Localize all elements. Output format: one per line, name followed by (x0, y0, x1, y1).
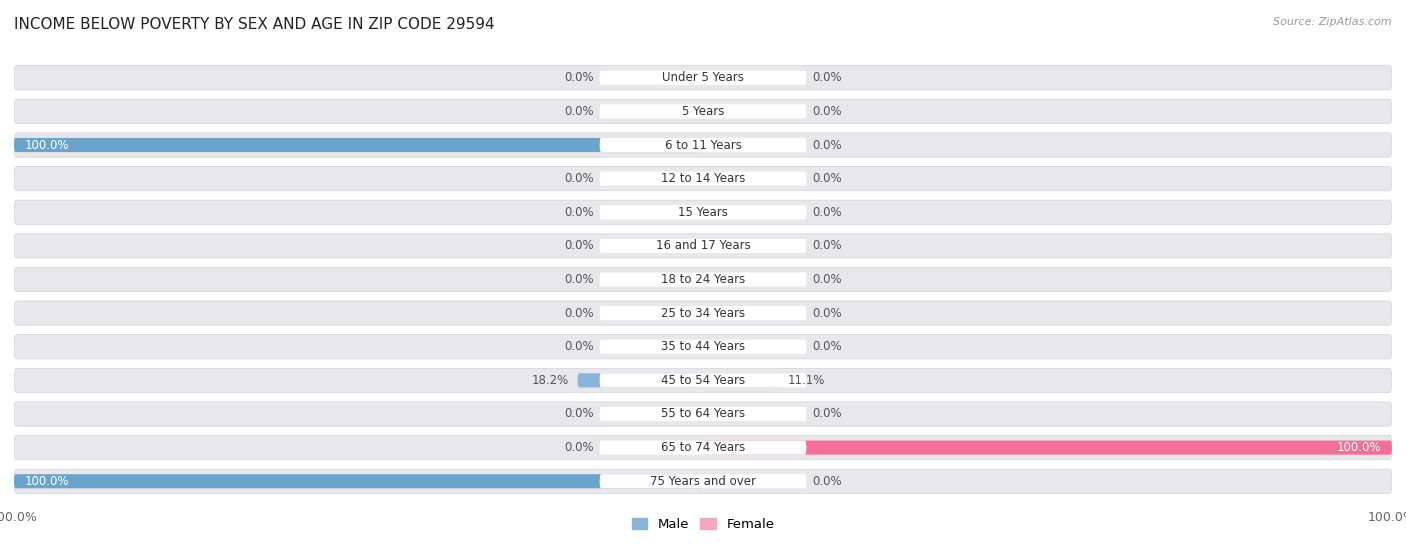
Text: 12 to 14 Years: 12 to 14 Years (661, 172, 745, 185)
Text: 18 to 24 Years: 18 to 24 Years (661, 273, 745, 286)
FancyBboxPatch shape (599, 172, 807, 186)
FancyBboxPatch shape (14, 167, 1392, 191)
Text: 5 Years: 5 Years (682, 105, 724, 118)
Text: 11.1%: 11.1% (787, 374, 825, 387)
Text: 0.0%: 0.0% (565, 408, 595, 420)
FancyBboxPatch shape (14, 267, 1392, 292)
Text: 55 to 64 Years: 55 to 64 Years (661, 408, 745, 420)
Text: 0.0%: 0.0% (565, 172, 595, 185)
Text: 0.0%: 0.0% (811, 475, 841, 488)
Text: 16 and 17 Years: 16 and 17 Years (655, 239, 751, 252)
FancyBboxPatch shape (599, 70, 807, 85)
Text: 0.0%: 0.0% (811, 139, 841, 151)
Text: 0.0%: 0.0% (565, 239, 595, 252)
Text: 45 to 54 Years: 45 to 54 Years (661, 374, 745, 387)
FancyBboxPatch shape (14, 301, 1392, 325)
Text: 0.0%: 0.0% (565, 441, 595, 454)
Text: 0.0%: 0.0% (811, 307, 841, 320)
Text: 0.0%: 0.0% (565, 307, 595, 320)
FancyBboxPatch shape (599, 239, 807, 253)
Text: 0.0%: 0.0% (565, 273, 595, 286)
FancyBboxPatch shape (703, 373, 779, 387)
Text: 35 to 44 Years: 35 to 44 Years (661, 340, 745, 353)
FancyBboxPatch shape (14, 368, 1392, 392)
Text: 0.0%: 0.0% (565, 340, 595, 353)
FancyBboxPatch shape (14, 234, 1392, 258)
FancyBboxPatch shape (599, 340, 807, 354)
Text: Under 5 Years: Under 5 Years (662, 71, 744, 84)
Text: 18.2%: 18.2% (531, 374, 569, 387)
FancyBboxPatch shape (14, 65, 1392, 90)
FancyBboxPatch shape (14, 474, 703, 489)
Text: 25 to 34 Years: 25 to 34 Years (661, 307, 745, 320)
Text: 65 to 74 Years: 65 to 74 Years (661, 441, 745, 454)
FancyBboxPatch shape (599, 373, 807, 387)
Text: 15 Years: 15 Years (678, 206, 728, 219)
Text: 0.0%: 0.0% (811, 273, 841, 286)
FancyBboxPatch shape (599, 407, 807, 421)
Text: 0.0%: 0.0% (565, 105, 595, 118)
Text: 0.0%: 0.0% (811, 172, 841, 185)
Text: INCOME BELOW POVERTY BY SEX AND AGE IN ZIP CODE 29594: INCOME BELOW POVERTY BY SEX AND AGE IN Z… (14, 17, 495, 32)
Text: 0.0%: 0.0% (565, 71, 595, 84)
Text: 0.0%: 0.0% (565, 206, 595, 219)
Text: 75 Years and over: 75 Years and over (650, 475, 756, 488)
FancyBboxPatch shape (14, 402, 1392, 426)
FancyBboxPatch shape (599, 105, 807, 119)
FancyBboxPatch shape (599, 440, 807, 454)
FancyBboxPatch shape (14, 335, 1392, 359)
FancyBboxPatch shape (599, 138, 807, 152)
Text: 0.0%: 0.0% (811, 340, 841, 353)
FancyBboxPatch shape (14, 435, 1392, 459)
FancyBboxPatch shape (14, 469, 1392, 494)
FancyBboxPatch shape (599, 306, 807, 320)
Text: 0.0%: 0.0% (811, 206, 841, 219)
Text: 0.0%: 0.0% (811, 239, 841, 252)
FancyBboxPatch shape (599, 474, 807, 489)
FancyBboxPatch shape (578, 373, 703, 387)
Text: 100.0%: 100.0% (1337, 441, 1382, 454)
Text: 0.0%: 0.0% (811, 105, 841, 118)
FancyBboxPatch shape (599, 205, 807, 219)
FancyBboxPatch shape (703, 440, 1392, 454)
Legend: Male, Female: Male, Female (626, 513, 780, 537)
FancyBboxPatch shape (14, 133, 1392, 157)
FancyBboxPatch shape (599, 272, 807, 287)
FancyBboxPatch shape (14, 100, 1392, 124)
Text: 0.0%: 0.0% (811, 408, 841, 420)
Text: Source: ZipAtlas.com: Source: ZipAtlas.com (1274, 17, 1392, 27)
Text: 0.0%: 0.0% (811, 71, 841, 84)
FancyBboxPatch shape (14, 138, 703, 152)
Text: 6 to 11 Years: 6 to 11 Years (665, 139, 741, 151)
Text: 100.0%: 100.0% (24, 475, 69, 488)
Text: 100.0%: 100.0% (24, 139, 69, 151)
FancyBboxPatch shape (14, 200, 1392, 224)
